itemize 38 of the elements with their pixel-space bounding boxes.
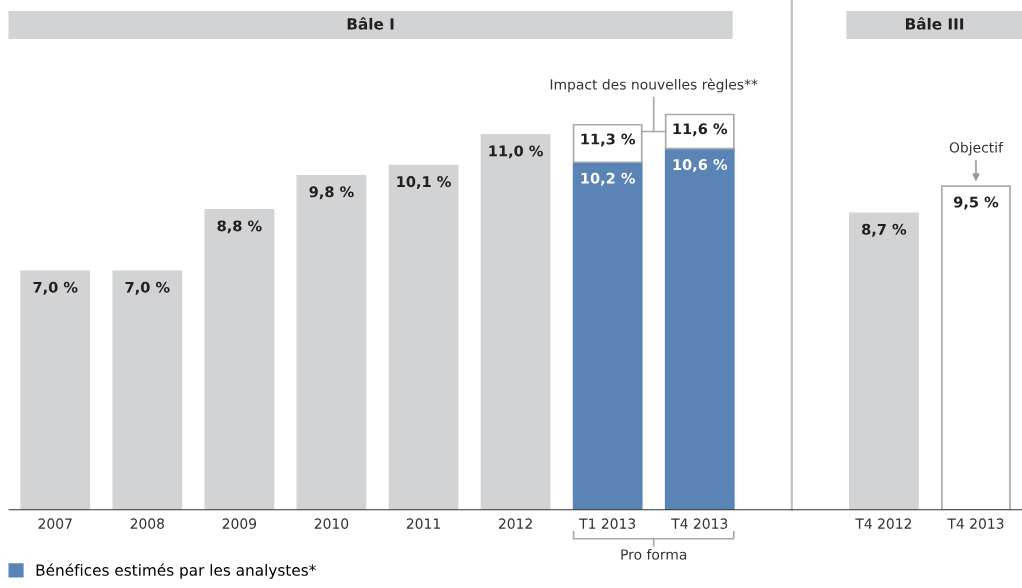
bar bbox=[480, 134, 551, 510]
x-tick-label: 2008 bbox=[130, 518, 165, 529]
x-tick-label: 2010 bbox=[314, 518, 349, 529]
x-tick-label: 2011 bbox=[406, 518, 440, 529]
x-tick-label: T4 2013 bbox=[671, 518, 728, 529]
bar bbox=[664, 147, 735, 510]
data-label: 8,8 % bbox=[217, 220, 262, 234]
text: Pro forma bbox=[621, 548, 687, 560]
data-label: 8,7 % bbox=[862, 223, 907, 237]
data-label: 9,5 % bbox=[953, 196, 999, 210]
total-label: 11,3 % bbox=[581, 133, 636, 147]
x-tick-label: 2009 bbox=[222, 518, 257, 529]
bar bbox=[848, 212, 919, 510]
data-label: 10,6 % bbox=[673, 159, 728, 172]
bar bbox=[296, 175, 367, 510]
x-tick-label: T4 2013 bbox=[947, 518, 1004, 529]
data-label: 9,8 % bbox=[309, 186, 354, 200]
legend-label: Bénéfices estimés par les analystes* bbox=[36, 563, 316, 579]
data-label: 7,0 % bbox=[33, 281, 78, 295]
bar bbox=[204, 209, 275, 510]
text: Impact des nouvelles règles** bbox=[550, 78, 758, 93]
x-tick-label: T4 2012 bbox=[855, 518, 912, 529]
annotation: Objectif bbox=[949, 141, 1004, 156]
bar bbox=[572, 161, 643, 510]
bar bbox=[112, 270, 183, 510]
text: Bâle III bbox=[905, 17, 964, 30]
data-label: 10,1 % bbox=[397, 176, 451, 189]
bar bbox=[941, 185, 1011, 510]
x-tick-label: 2007 bbox=[38, 518, 72, 529]
data-label: 7,0 % bbox=[125, 281, 170, 295]
x-tick-label: 2012 bbox=[498, 518, 532, 529]
bar bbox=[20, 270, 91, 510]
bar bbox=[388, 164, 459, 510]
data-label: 10,2 % bbox=[581, 172, 636, 186]
data-label: 11,0 % bbox=[489, 145, 543, 159]
x-tick-label: T1 2013 bbox=[579, 518, 636, 529]
text: Bâle I bbox=[347, 17, 394, 30]
total-label: 11,6 % bbox=[673, 123, 728, 137]
